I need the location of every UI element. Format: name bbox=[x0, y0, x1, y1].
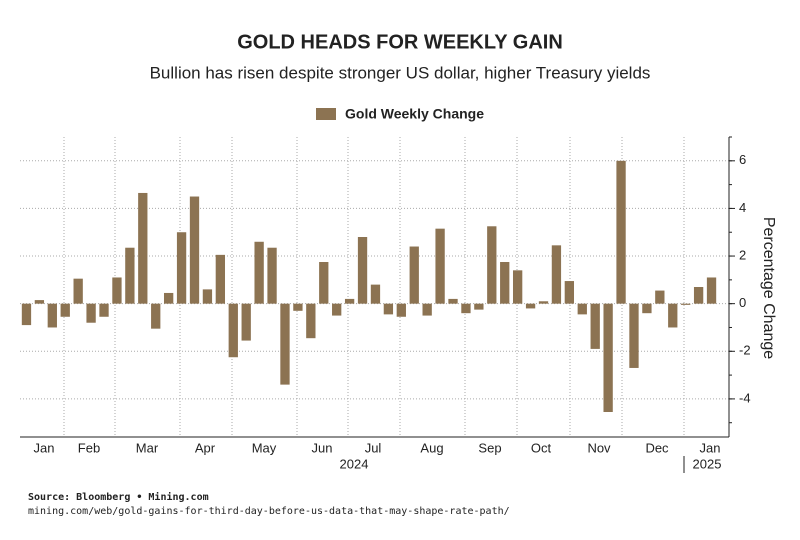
bar bbox=[693, 287, 704, 304]
x-tick-label: May bbox=[252, 440, 277, 455]
bar bbox=[551, 245, 562, 304]
bar bbox=[564, 281, 575, 304]
year-label: 2024 bbox=[340, 456, 369, 471]
bar bbox=[538, 301, 549, 304]
bar bbox=[151, 303, 161, 329]
bar bbox=[47, 303, 57, 328]
bar bbox=[461, 303, 471, 314]
source: Source: Bloomberg • Mining.com bbox=[28, 491, 209, 503]
x-tick-label: Oct bbox=[531, 440, 552, 455]
x-tick-label: Apr bbox=[195, 440, 216, 455]
bar bbox=[448, 298, 458, 304]
bar bbox=[357, 237, 368, 304]
bar bbox=[577, 303, 587, 315]
bar bbox=[435, 228, 445, 304]
bar bbox=[60, 303, 70, 317]
bar bbox=[306, 303, 316, 339]
y-tick-label: -2 bbox=[739, 343, 751, 358]
bar bbox=[474, 303, 484, 310]
x-tick-label: Aug bbox=[420, 440, 443, 455]
bar bbox=[176, 232, 187, 304]
y-tick-label: 4 bbox=[739, 200, 746, 215]
x-tick-label: Jul bbox=[365, 440, 382, 455]
x-tick-label: Sep bbox=[478, 440, 501, 455]
bar bbox=[500, 262, 510, 304]
x-tick-label: Dec bbox=[645, 440, 669, 455]
bar bbox=[629, 303, 639, 368]
chart-title: GOLD HEADS FOR WEEKLY GAIN bbox=[237, 31, 563, 53]
bar bbox=[370, 284, 381, 304]
bar bbox=[267, 247, 277, 304]
bar bbox=[655, 290, 665, 304]
bar bbox=[73, 278, 83, 304]
source-url: mining.com/web/gold-gains-for-third-day-… bbox=[28, 506, 510, 517]
legend-swatch bbox=[316, 108, 336, 120]
bar bbox=[280, 303, 290, 385]
bar bbox=[422, 303, 432, 316]
bar bbox=[616, 160, 626, 304]
bar bbox=[241, 303, 251, 341]
bar bbox=[228, 303, 238, 358]
bar bbox=[681, 303, 691, 305]
bar bbox=[112, 277, 122, 304]
bar bbox=[21, 303, 32, 326]
bar bbox=[293, 303, 303, 311]
legend-label: Gold Weekly Change bbox=[345, 106, 484, 122]
bar bbox=[344, 298, 355, 304]
bar bbox=[706, 277, 717, 304]
x-tick-label: Mar bbox=[136, 440, 159, 455]
y-tick-label: -4 bbox=[739, 390, 751, 405]
bar bbox=[603, 303, 613, 412]
bar bbox=[202, 289, 213, 304]
bar bbox=[383, 303, 394, 315]
bar bbox=[254, 241, 264, 304]
x-tick-label: Jan bbox=[34, 440, 55, 455]
bar bbox=[332, 303, 342, 316]
bar bbox=[668, 303, 678, 328]
bar bbox=[34, 300, 45, 304]
bar bbox=[512, 270, 523, 304]
bar bbox=[86, 303, 96, 323]
bar bbox=[125, 247, 135, 304]
bar bbox=[525, 303, 536, 309]
bar bbox=[409, 246, 419, 304]
bar bbox=[396, 303, 406, 317]
x-tick-label: Feb bbox=[78, 440, 100, 455]
y-tick-label: 6 bbox=[739, 152, 746, 167]
chart-subtitle: Bullion has risen despite stronger US do… bbox=[150, 63, 651, 82]
bar bbox=[487, 226, 497, 304]
bar bbox=[99, 303, 109, 317]
x-tick-label: Nov bbox=[587, 440, 611, 455]
bar bbox=[163, 292, 174, 304]
year-label: 2025 bbox=[693, 456, 722, 471]
x-tick-label: Jan bbox=[700, 440, 721, 455]
y-tick-label: 2 bbox=[739, 247, 746, 262]
bar bbox=[590, 303, 600, 349]
bar bbox=[215, 254, 226, 304]
bar bbox=[189, 196, 200, 304]
y-axis-label: Percentage Change bbox=[760, 217, 777, 359]
x-tick-label: Jun bbox=[312, 440, 333, 455]
y-tick-label: 0 bbox=[739, 295, 746, 310]
bar bbox=[138, 192, 148, 304]
bar bbox=[319, 262, 329, 304]
bar bbox=[642, 303, 652, 314]
